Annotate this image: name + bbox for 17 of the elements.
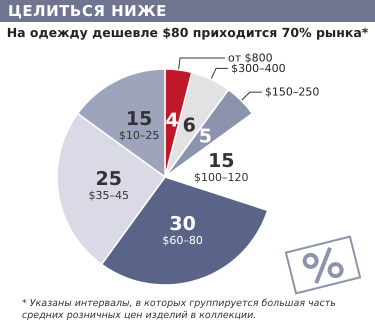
text: * Указаны интервалы, в которых группируется большая часть средних розничных цен изделий в коллекции. (22, 298, 337, 322)
slice-label: $60–80 (162, 234, 203, 248)
slice-label: $35–45 (88, 188, 129, 202)
data-label: 30 (169, 213, 196, 236)
chart-title: ЦЕЛИТЬСЯ НИЖЕ (0, 0, 375, 22)
slice-label: от $800 (228, 51, 273, 64)
data-label: 5 (198, 126, 212, 148)
data-label: 6 (182, 114, 196, 136)
data-label: 4 (166, 109, 179, 132)
slice-label: $10–25 (118, 129, 160, 142)
data-label: 15 (126, 108, 152, 130)
data-label: 25 (95, 168, 122, 190)
data-label: 15 (208, 150, 235, 172)
slice-label: $150–250 (264, 86, 320, 99)
slice-label: $100–120 (194, 171, 249, 184)
slice-label: $300–400 (231, 62, 286, 75)
chart-subtitle: На одежду дешевле $80 приходится 70% рынка* (6, 25, 370, 40)
